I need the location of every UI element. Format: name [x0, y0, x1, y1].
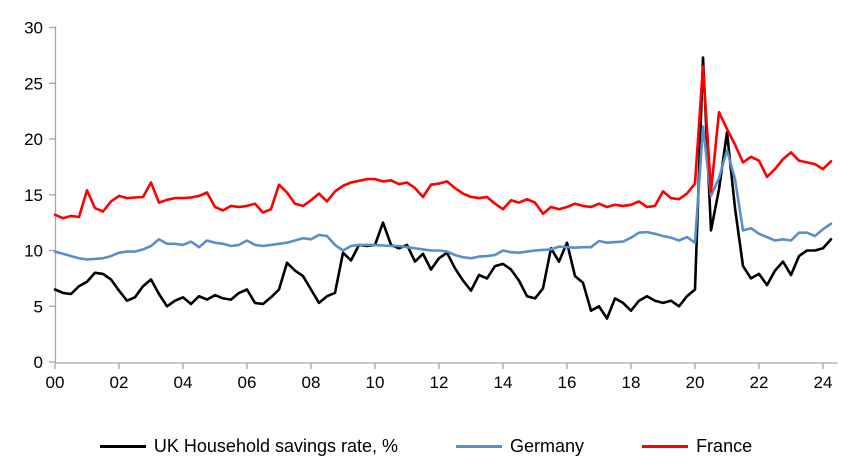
axes	[49, 26, 838, 369]
france-line-swatch-icon	[642, 444, 689, 448]
legend-label-france: France	[696, 436, 753, 456]
x-tick-label: 14	[494, 373, 513, 392]
y-tick-label: 5	[34, 297, 43, 316]
y-tick-label: 30	[24, 19, 43, 38]
x-tick-label: 04	[174, 373, 193, 392]
plot-area: 0 5 10 15 20 25 30 00 02 04 06 08 10 12 14 16 18 20 22 24	[24, 19, 838, 393]
chart-canvas: 0 5 10 15 20 25 30 00 02 04 06 08 10 12 14 16 18 20 22 24	[24, 19, 838, 393]
legend-item-germany: Germany	[456, 437, 584, 455]
y-tick-label: 0	[34, 353, 43, 372]
chart-legend: UK Household savings rate, % Germany Fra…	[0, 426, 852, 466]
x-tick-label: 00	[46, 373, 65, 392]
legend-item-france: France	[642, 437, 752, 455]
x-tick-label: 22	[750, 373, 769, 392]
legend-label-uk: UK Household savings rate, %	[153, 436, 399, 456]
germany-line-swatch-icon	[456, 444, 503, 448]
x-tick-label: 18	[622, 373, 641, 392]
uk-line-swatch-icon	[99, 444, 146, 448]
tick-labels: 0 5 10 15 20 25 30 00 02 04 06 08 10 12 14 16 18 20 22 24	[24, 19, 832, 393]
x-tick-label: 10	[366, 373, 385, 392]
x-tick-label: 24	[814, 373, 833, 392]
x-tick-label: 16	[558, 373, 577, 392]
series-line-1	[53, 125, 833, 261]
x-tick-label: 08	[302, 373, 321, 392]
x-tick-label: 02	[110, 373, 129, 392]
x-tick-label: 20	[686, 373, 705, 392]
x-tick-label: 12	[430, 373, 449, 392]
legend-item-uk: UK Household savings rate, %	[99, 436, 399, 456]
x-tick-label: 06	[238, 373, 257, 392]
y-tick-label: 10	[24, 242, 43, 261]
y-tick-label: 15	[24, 186, 43, 205]
y-tick-label: 25	[24, 74, 43, 93]
series-line-2	[53, 65, 833, 220]
legend-label-germany: Germany	[510, 436, 585, 456]
y-tick-label: 20	[24, 130, 43, 149]
